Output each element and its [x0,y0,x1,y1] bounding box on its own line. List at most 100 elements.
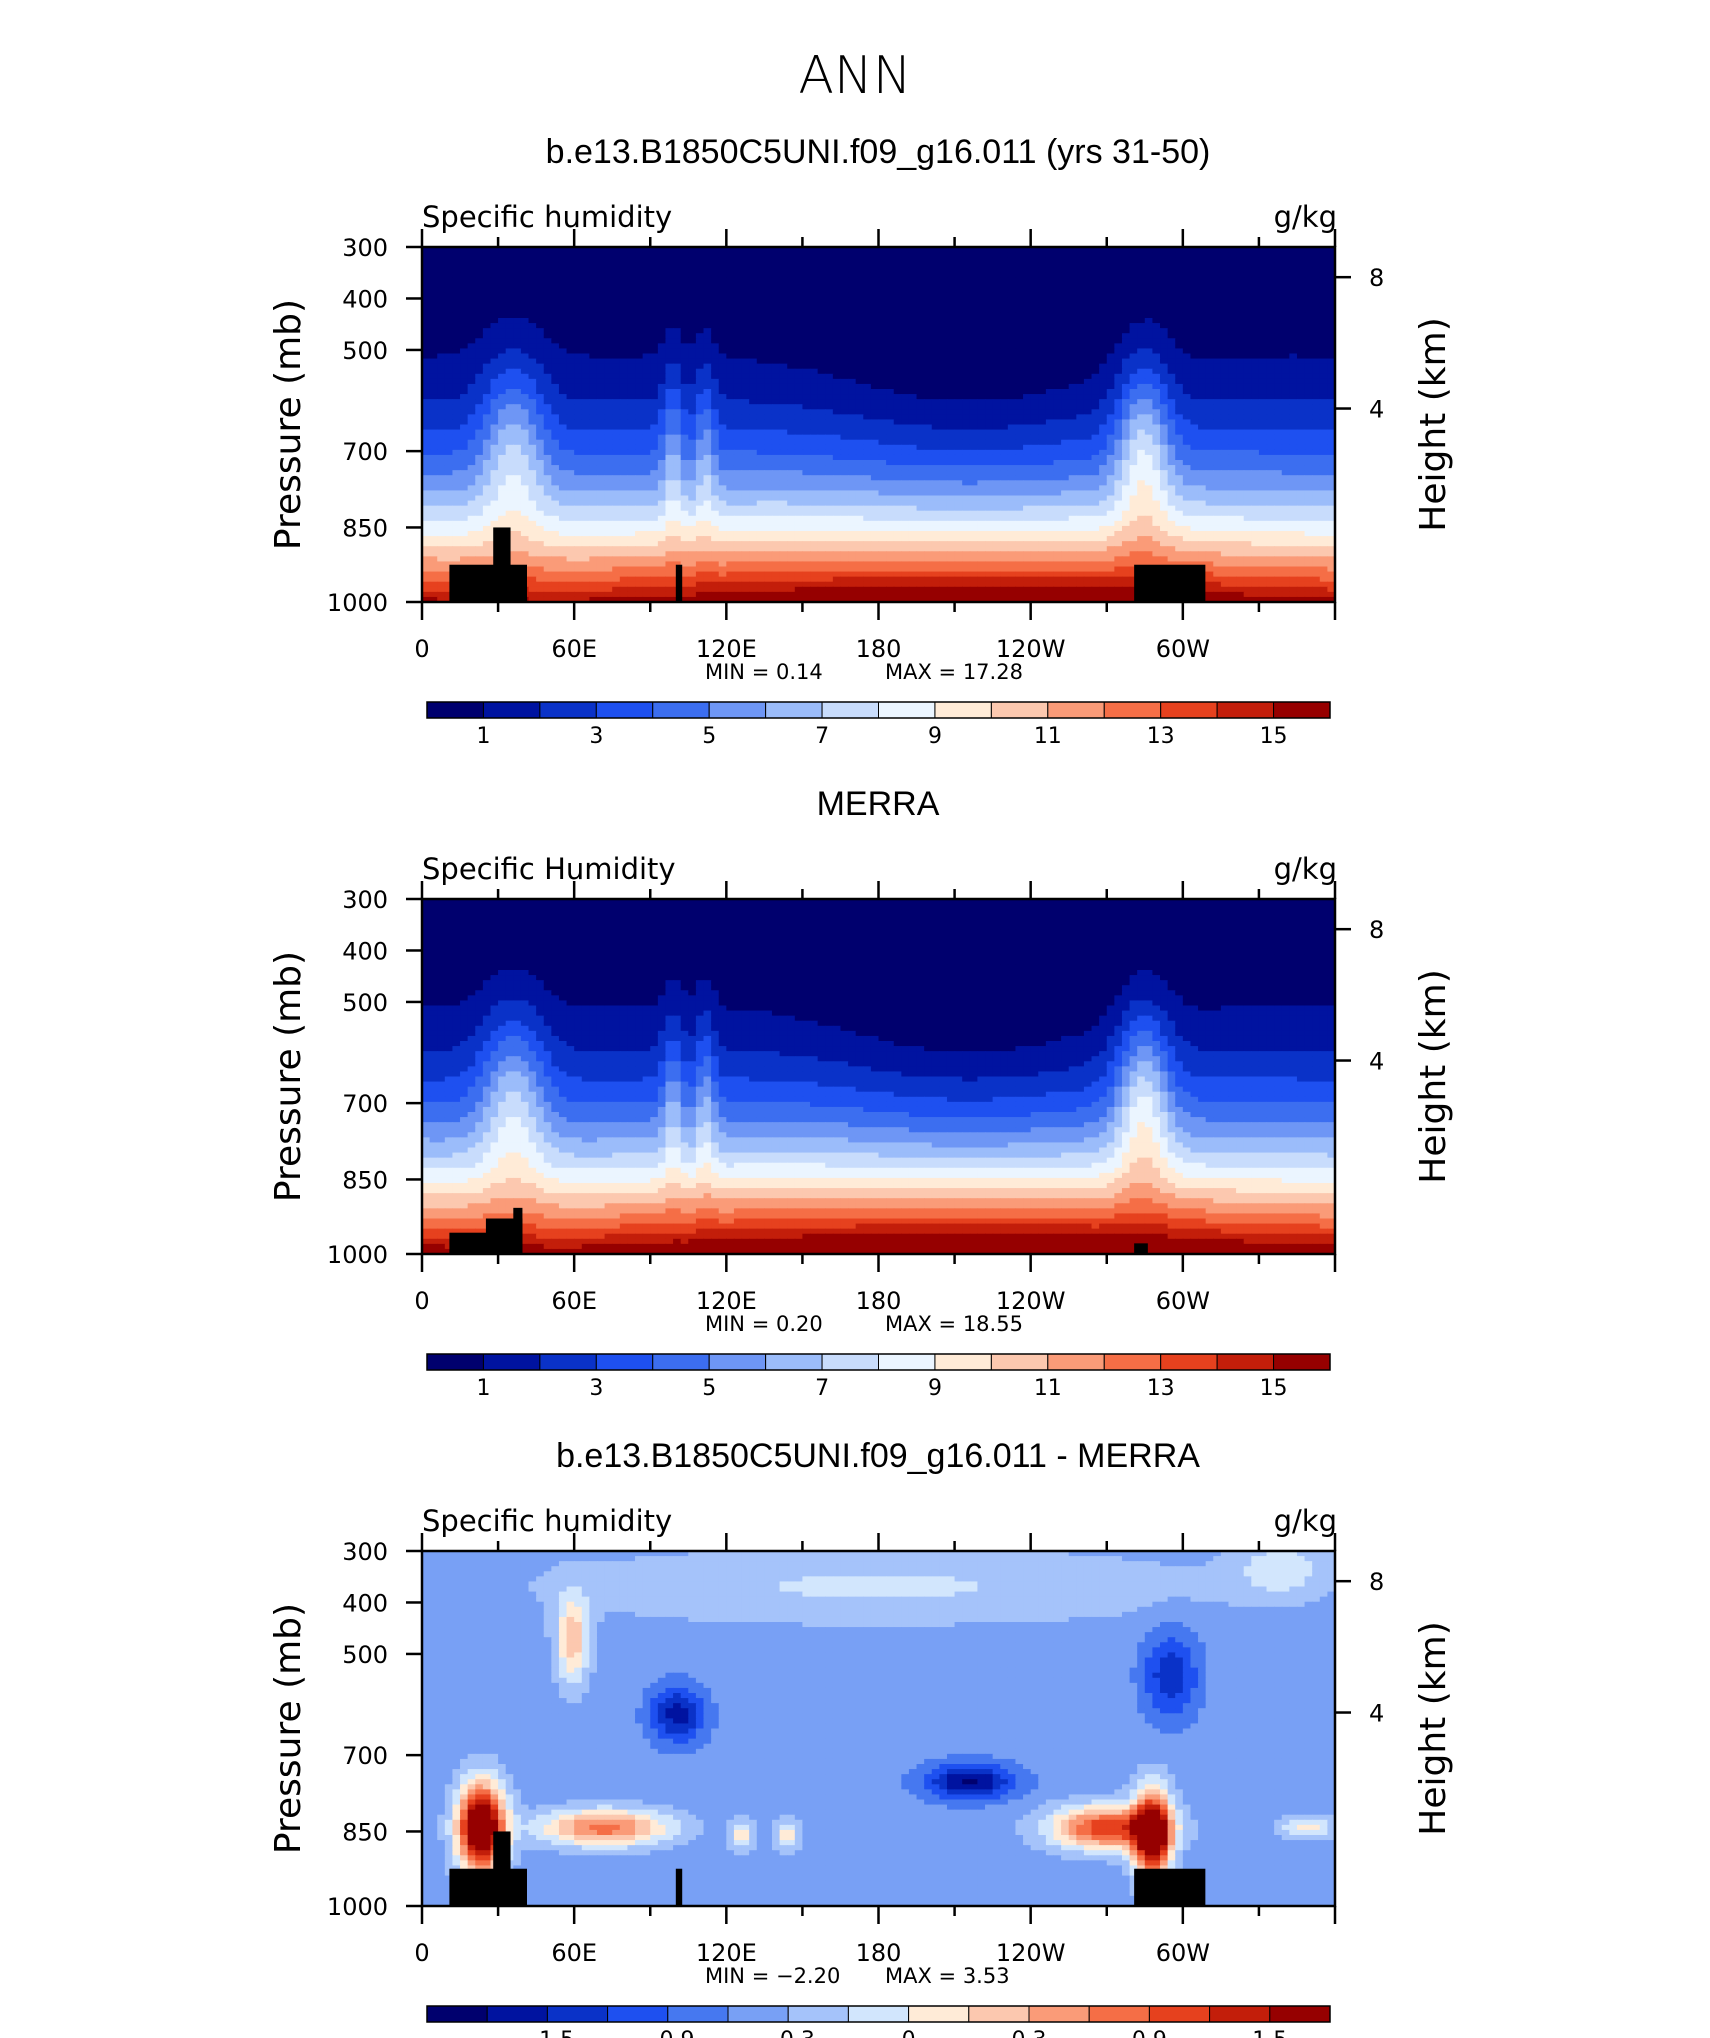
colorbar-label: 9 [928,1376,942,1401]
min-text: MIN = 0.14 [705,660,823,684]
ytick-label: 850 [342,1166,388,1194]
colorbar-box [482,701,541,719]
xtick-label: 60W [1156,635,1210,663]
xtick-label: 0 [414,635,429,663]
colorbar-label: 1 [476,724,490,749]
colorbar-box [1160,701,1218,719]
colorbar-box [968,2005,1030,2023]
y2tick-label: 8 [1369,1568,1384,1596]
ytick-label: 700 [342,1742,388,1770]
xtick-label: 60E [551,1939,597,1967]
colorbar-box [667,2005,729,2023]
ytick-label: 1000 [327,1241,388,1269]
colorbar-box [1103,1353,1162,1371]
colorbar-box [595,1353,654,1371]
units-label: g/kg [1274,1504,1337,1538]
y2-axis-label: Height (km) [1413,317,1454,531]
colorbar-label: 0.3 [1012,2028,1047,2038]
land-mask [1134,564,1206,602]
max-text: MAX = 3.53 [885,1964,1010,1988]
land-mask [1134,1243,1148,1254]
panel-title: b.e13.B1850C5UNI.f09_g16.011 - MERRA [556,1437,1200,1475]
ytick-label: 700 [342,1090,388,1118]
colorbar-box [1273,701,1331,719]
colorbar-box [934,1353,992,1371]
colorbar-box [990,701,1049,719]
y-axis-label: Pressure (mb) [268,951,309,1202]
panel-title: b.e13.B1850C5UNI.f09_g16.011 (yrs 31-50) [546,133,1211,171]
colorbar-label: −0.3 [761,2028,814,2038]
colorbar-box [1088,2005,1150,2023]
y2tick-label: 8 [1369,916,1384,944]
ytick-label: 300 [342,886,388,914]
colorbar-label: 13 [1147,1376,1175,1401]
y2-axis-label: Height (km) [1413,969,1454,1183]
xtick-label: 120E [696,1939,757,1967]
colorbar-label: 1.5 [1252,2028,1287,2038]
colorbar-label: 1 [476,1376,490,1401]
ytick-label: 500 [342,1641,388,1669]
xtick-label: 180 [856,1939,902,1967]
colorbar-label: 3 [589,724,603,749]
colorbar-box [878,701,936,719]
colorbar-label: 3 [589,1376,603,1401]
land-mask [449,564,527,602]
xtick-label: 180 [856,1287,902,1315]
land-mask [513,1207,523,1254]
y-axis-label: Pressure (mb) [268,1603,309,1854]
land-mask [493,527,511,602]
y2tick-label: 4 [1369,1048,1384,1076]
colorbar-box [595,701,654,719]
ytick-label: 400 [342,937,388,965]
colorbar-box [708,1353,767,1371]
colorbar-label: 15 [1260,724,1288,749]
variable-label: Specific Humidity [422,852,676,886]
ytick-label: 850 [342,514,388,542]
xtick-label: 120E [696,635,757,663]
colorbar-label: 11 [1034,1376,1062,1401]
colorbar-box [1028,2005,1090,2023]
colorbar-box [765,1353,823,1371]
contour-field [422,1551,1335,1906]
colorbar-box [1160,1353,1218,1371]
colorbar: 1 3 5 7 9 11 13 15 [426,701,1331,749]
colorbar-box [990,1353,1049,1371]
colorbar-box [539,701,597,719]
xtick-label: 120W [996,1939,1066,1967]
min-text: MIN = 0.20 [705,1312,823,1336]
colorbar-label: 7 [815,1376,829,1401]
ytick-label: 500 [342,337,388,365]
colorbar-box [878,1353,936,1371]
colorbar-box [546,2005,609,2023]
colorbar-box [426,1353,484,1371]
max-text: MAX = 18.55 [885,1312,1023,1336]
land-mask [675,1868,683,1906]
xtick-label: 120E [696,1287,757,1315]
colorbar-box [1216,701,1275,719]
xtick-label: 120W [996,635,1066,663]
y2tick-label: 4 [1369,1700,1384,1728]
ytick-label: 400 [342,285,388,313]
xtick-label: 60E [551,635,597,663]
colorbar-box [821,701,879,719]
colorbar-box [1047,701,1105,719]
colorbar-box [708,701,767,719]
colorbar-box [607,2005,669,2023]
xtick-label: 60W [1156,1939,1210,1967]
colorbar-box [1273,1353,1331,1371]
contour-field [422,899,1335,1254]
ytick-label: 500 [342,989,388,1017]
y-axis-label: Pressure (mb) [268,299,309,550]
colorbar-box [486,2005,548,2023]
panels: b.e13.B1850C5UNI.f09_g16.011 (yrs 31-50)… [268,133,1454,2038]
colorbar-box [765,701,823,719]
colorbar-box [821,1353,879,1371]
colorbar-box [652,701,710,719]
land-mask [449,1868,527,1906]
colorbar-label: 5 [702,1376,716,1401]
land-mask [493,1831,511,1906]
ytick-label: 700 [342,438,388,466]
land-mask [1134,1868,1206,1906]
